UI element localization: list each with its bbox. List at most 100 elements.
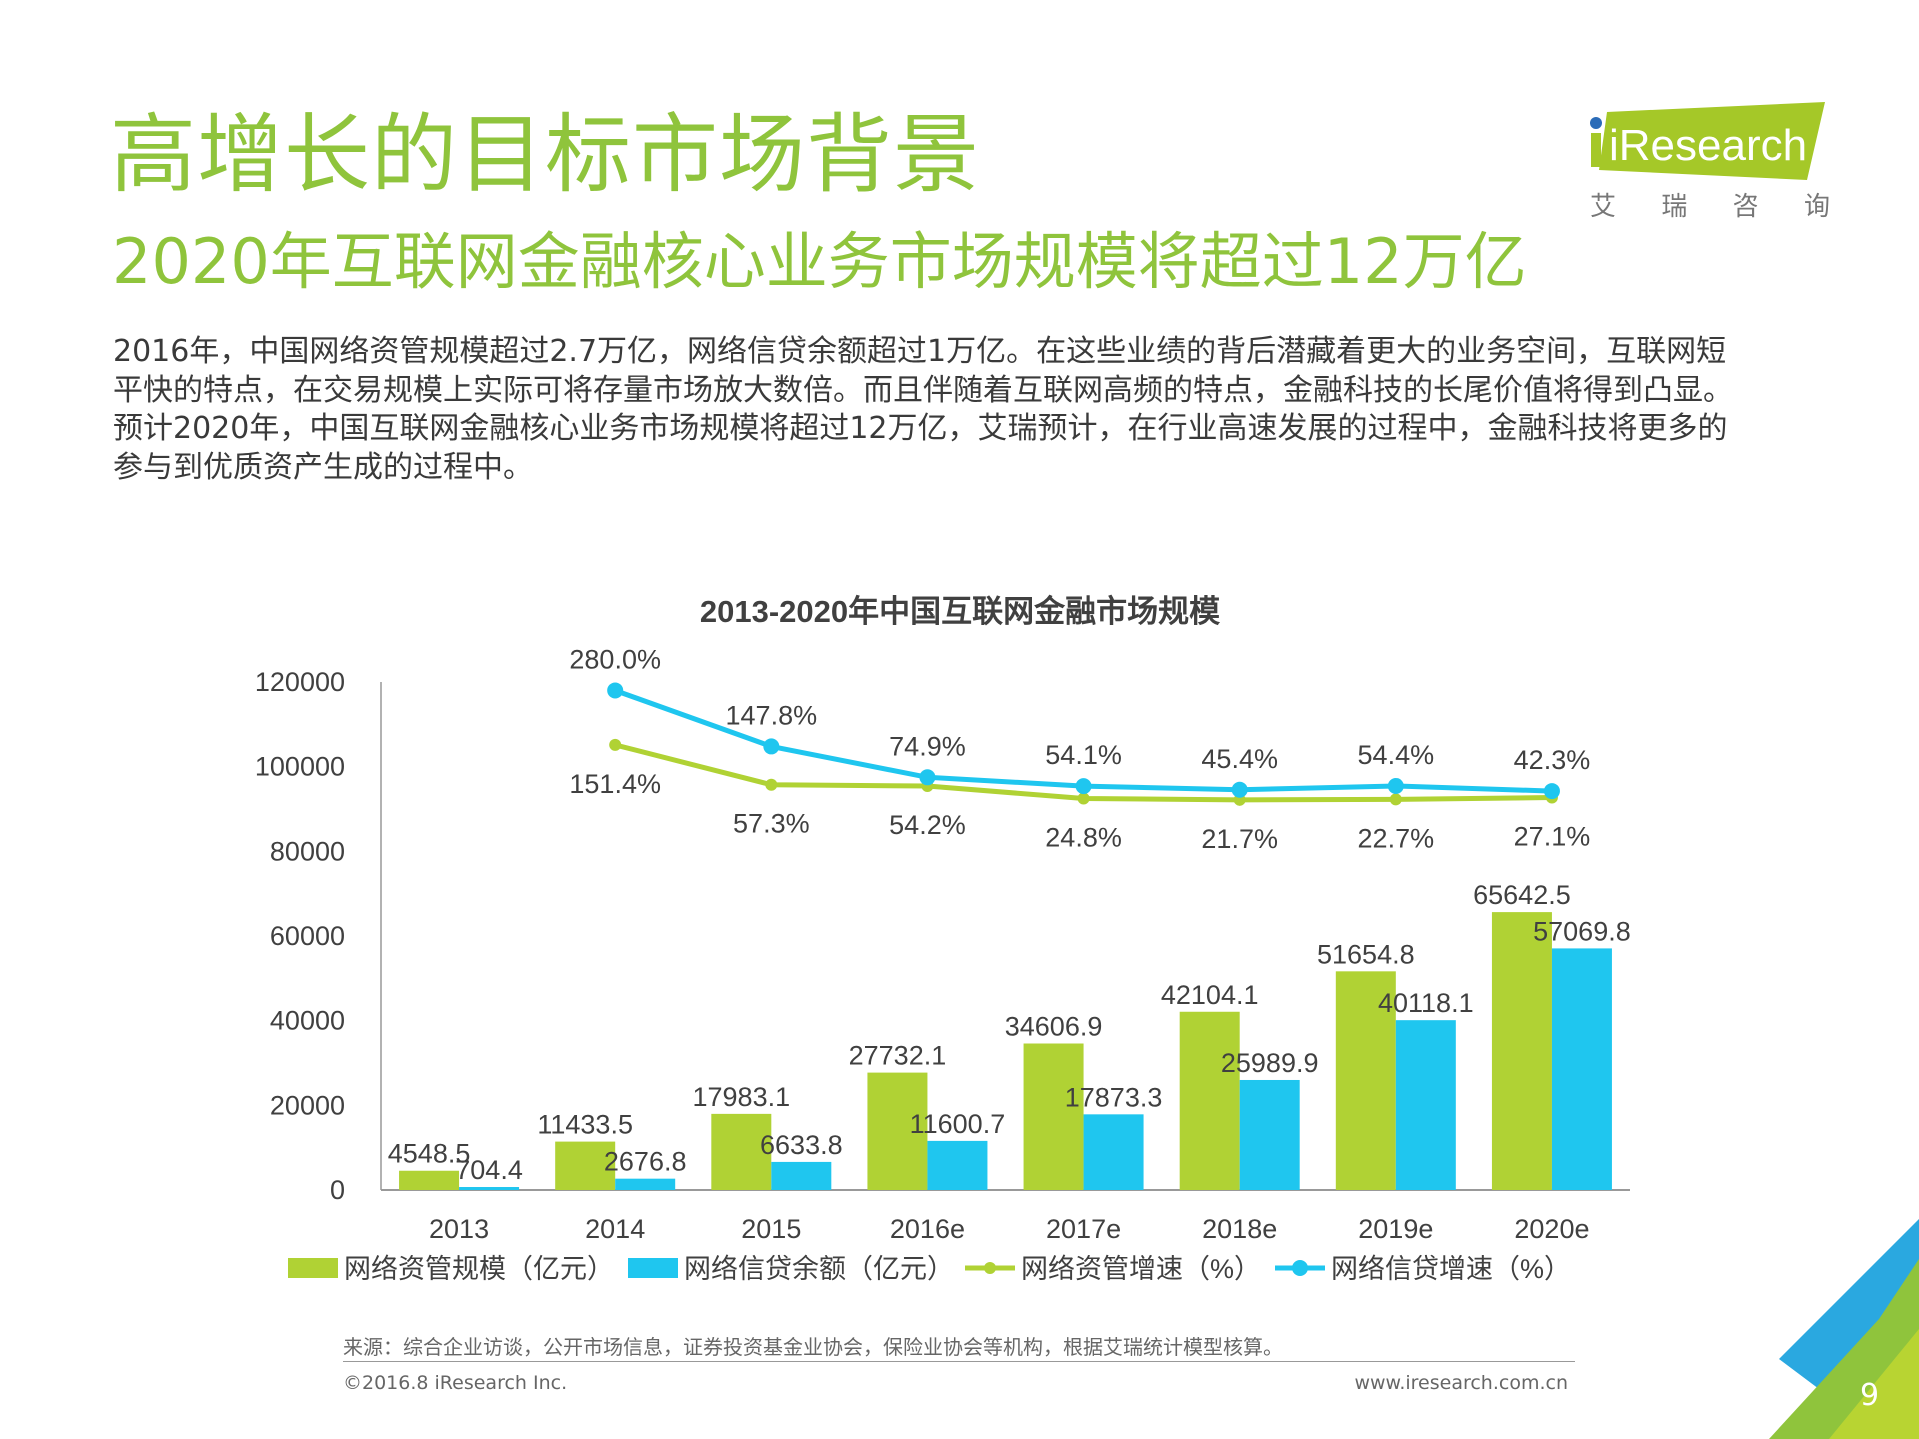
legend-label: 网络资管规模（亿元）	[344, 1254, 614, 1284]
bar-credit	[459, 1187, 520, 1190]
bar-data-label: 57069.8	[1533, 916, 1631, 946]
logo-char: 瑞	[1661, 192, 1688, 222]
line-data-label: 54.2%	[889, 810, 966, 840]
y-tick-label: 20000	[270, 1090, 345, 1120]
bar-credit	[1395, 1020, 1456, 1190]
line-data-label: 151.4%	[569, 769, 661, 799]
bar-data-label: 6633.8	[760, 1130, 843, 1160]
iresearch-logo: iResearch	[1585, 98, 1830, 218]
line-data-label: 54.4%	[1358, 740, 1435, 770]
body-line: 预计2020年，中国互联网金融核心业务市场规模将超过12万亿，艾瑞预计，在行业高…	[113, 411, 1728, 446]
chart-title: 2013-2020年中国互联网金融市场规模	[700, 594, 1220, 629]
y-tick-label: 60000	[270, 921, 345, 951]
line-data-label: 27.1%	[1514, 822, 1591, 852]
body-paragraph: 2016年，中国网络资管规模超过2.7万亿，网络信贷余额超过1万亿。在这些业绩的…	[113, 333, 1833, 487]
line-data-label: 54.1%	[1045, 740, 1122, 770]
bar-asset-mgmt	[867, 1072, 928, 1190]
bar-data-label: 51654.8	[1317, 939, 1415, 969]
line-data-label: 21.7%	[1201, 824, 1278, 854]
line-point	[1543, 783, 1560, 800]
y-tick-label: 100000	[255, 752, 345, 782]
bar-credit	[1239, 1079, 1300, 1190]
x-tick-label: 2016e	[890, 1214, 965, 1244]
line-point	[765, 778, 778, 791]
x-tick-label: 2013	[429, 1214, 489, 1244]
legend-label: 网络资管增速（%）	[1021, 1254, 1261, 1284]
bar-data-label: 4548.5	[388, 1139, 471, 1169]
bar-data-label: 65642.5	[1473, 880, 1571, 910]
bar-asset-mgmt	[399, 1170, 460, 1190]
page-number: 9	[1860, 1378, 1880, 1413]
bar-credit	[771, 1161, 832, 1190]
bar-asset-mgmt	[1335, 971, 1396, 1190]
line-point	[609, 738, 622, 751]
body-line: 2016年，中国网络资管规模超过2.7万亿，网络信贷余额超过1万亿。在这些业绩的…	[113, 334, 1727, 369]
y-tick-label: 40000	[270, 1006, 345, 1036]
legend-swatch	[288, 1258, 338, 1278]
line-point	[1075, 778, 1092, 795]
legend-marker	[984, 1262, 996, 1274]
bar-credit	[1551, 948, 1612, 1190]
footer-divider	[343, 1361, 1575, 1362]
legend-swatch	[628, 1258, 678, 1278]
line-point	[607, 682, 624, 699]
line-point	[1389, 793, 1402, 806]
bar-data-label: 34606.9	[1005, 1011, 1103, 1041]
line-data-label: 74.9%	[889, 731, 966, 761]
line-data-label: 45.4%	[1201, 744, 1278, 774]
x-tick-label: 2020e	[1514, 1214, 1589, 1244]
logo-char: 艾	[1590, 192, 1617, 222]
bar-credit	[1083, 1114, 1144, 1190]
bar-credit	[615, 1178, 676, 1190]
source-note: 来源：综合企业访谈，公开市场信息，证券投资基金业协会，保险业协会等机构，根据艾瑞…	[343, 1335, 1283, 1359]
x-tick-label: 2018e	[1202, 1214, 1277, 1244]
logo-chinese-text: 艾 瑞 咨 询	[1590, 186, 1830, 223]
logo-brand-text: iResearch	[1609, 121, 1807, 170]
x-tick-label: 2015	[741, 1214, 801, 1244]
bar-asset-mgmt	[1491, 912, 1552, 1190]
y-tick-label: 0	[330, 1175, 345, 1205]
legend-marker	[1292, 1260, 1308, 1276]
line-point	[1077, 792, 1090, 805]
line-data-label: 57.3%	[733, 809, 810, 839]
bar-data-label: 27732.1	[849, 1041, 947, 1071]
line-point	[1387, 777, 1404, 794]
x-tick-label: 2014	[585, 1214, 645, 1244]
line-data-label: 280.0%	[569, 644, 661, 674]
line-point	[1231, 781, 1248, 798]
y-tick-label: 80000	[270, 836, 345, 866]
logo-char: 咨	[1732, 192, 1759, 222]
bar-asset-mgmt	[1023, 1043, 1084, 1190]
bar-data-label: 17873.3	[1065, 1082, 1163, 1112]
bar-data-label: 2676.8	[604, 1147, 687, 1177]
bar-data-label: 11600.7	[910, 1109, 1006, 1139]
bar-data-label: 11433.5	[537, 1110, 633, 1140]
line-point	[763, 738, 780, 755]
bar-data-label: 17983.1	[693, 1082, 791, 1112]
line-data-label: 42.3%	[1514, 745, 1591, 775]
line-data-label: 24.8%	[1045, 823, 1122, 853]
page-title: 高增长的目标市场背景	[110, 105, 980, 205]
page-subtitle: 2020年互联网金融核心业务市场规模将超过12万亿	[112, 225, 1527, 298]
bar-data-label: 42104.1	[1161, 980, 1259, 1010]
x-tick-label: 2017e	[1046, 1214, 1121, 1244]
bar-data-label: 40118.1	[1378, 988, 1474, 1018]
logo-char: 询	[1803, 192, 1830, 222]
legend-label: 网络信贷增速（%）	[1331, 1254, 1571, 1284]
website-link[interactable]: www.iresearch.com.cn	[1354, 1372, 1568, 1394]
bar-credit	[927, 1140, 988, 1190]
x-tick-label: 2019e	[1358, 1214, 1433, 1244]
bar-data-label: 25989.9	[1221, 1048, 1319, 1078]
bar-asset-mgmt	[711, 1113, 772, 1190]
corner-decoration	[1769, 1219, 1919, 1439]
bar-data-label: 704.4	[455, 1155, 523, 1185]
bar-asset-mgmt	[1179, 1011, 1240, 1190]
line-data-label: 147.8%	[726, 700, 818, 730]
body-line: 参与到优质资产生成的过程中。	[113, 449, 533, 485]
body-line: 平快的特点，在交易规模上实际可将存量市场放大数倍。而且伴随着互联网高频的特点，金…	[113, 372, 1733, 408]
y-tick-label: 120000	[255, 667, 345, 697]
copyright: ©2016.8 iResearch Inc.	[343, 1372, 568, 1394]
bar-asset-mgmt	[555, 1141, 616, 1190]
line-point	[919, 769, 936, 786]
